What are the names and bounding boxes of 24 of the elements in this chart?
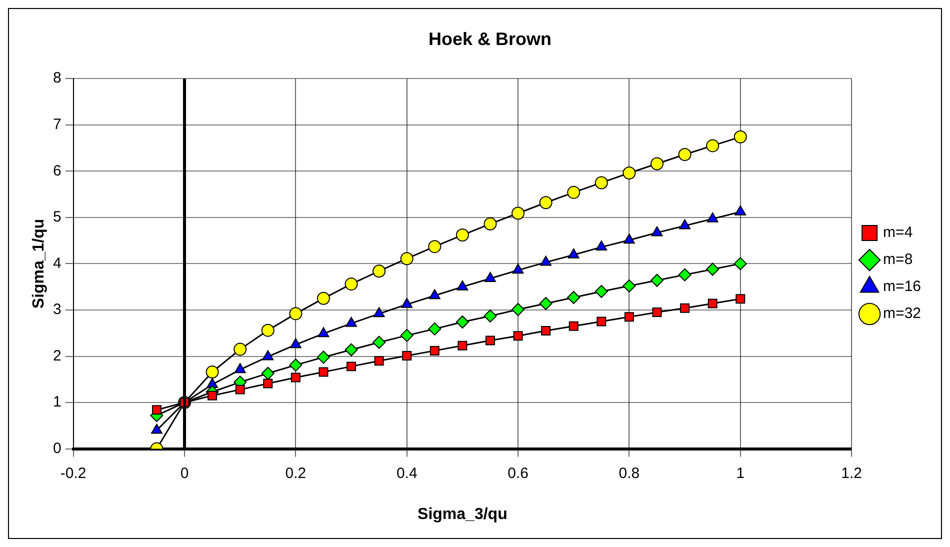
legend-label: m=32 (883, 305, 922, 322)
x-tick-label: 0.8 (618, 464, 640, 482)
x-tick-label: 0 (180, 464, 189, 482)
x-tick-label: -0.2 (60, 464, 86, 482)
y-axis-title: Sigma_1/qu (30, 218, 48, 309)
y-tick-label: 6 (53, 162, 62, 180)
legend-label: m=16 (883, 278, 922, 296)
x-axis-title: Sigma_3/qu (418, 506, 508, 523)
y-tick-label: 0 (53, 440, 62, 457)
legend-label: m=4 (883, 224, 913, 242)
x-tick-label: 0.4 (396, 464, 418, 482)
x-tick-label: 0.6 (508, 464, 528, 482)
y-tick-label: 3 (53, 301, 62, 318)
legend-label: m=8 (883, 251, 913, 268)
y-tick-label: 8 (53, 70, 62, 87)
y-tick-label: 5 (53, 208, 62, 226)
y-tick-label: 2 (53, 347, 62, 364)
chart-title: Hoek & Brown (428, 28, 552, 49)
y-tick-label: 4 (53, 254, 62, 272)
y-tick-label: 7 (53, 116, 62, 134)
x-tick-label: 1 (736, 464, 745, 482)
x-tick-label: 1.2 (841, 464, 862, 482)
x-tick-label: 0.2 (285, 464, 306, 482)
y-tick-label: 1 (53, 394, 62, 411)
